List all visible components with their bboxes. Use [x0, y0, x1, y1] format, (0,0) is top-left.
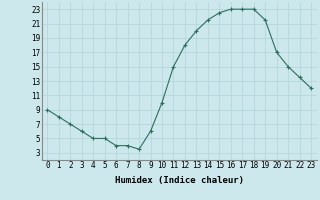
X-axis label: Humidex (Indice chaleur): Humidex (Indice chaleur) [115, 176, 244, 185]
